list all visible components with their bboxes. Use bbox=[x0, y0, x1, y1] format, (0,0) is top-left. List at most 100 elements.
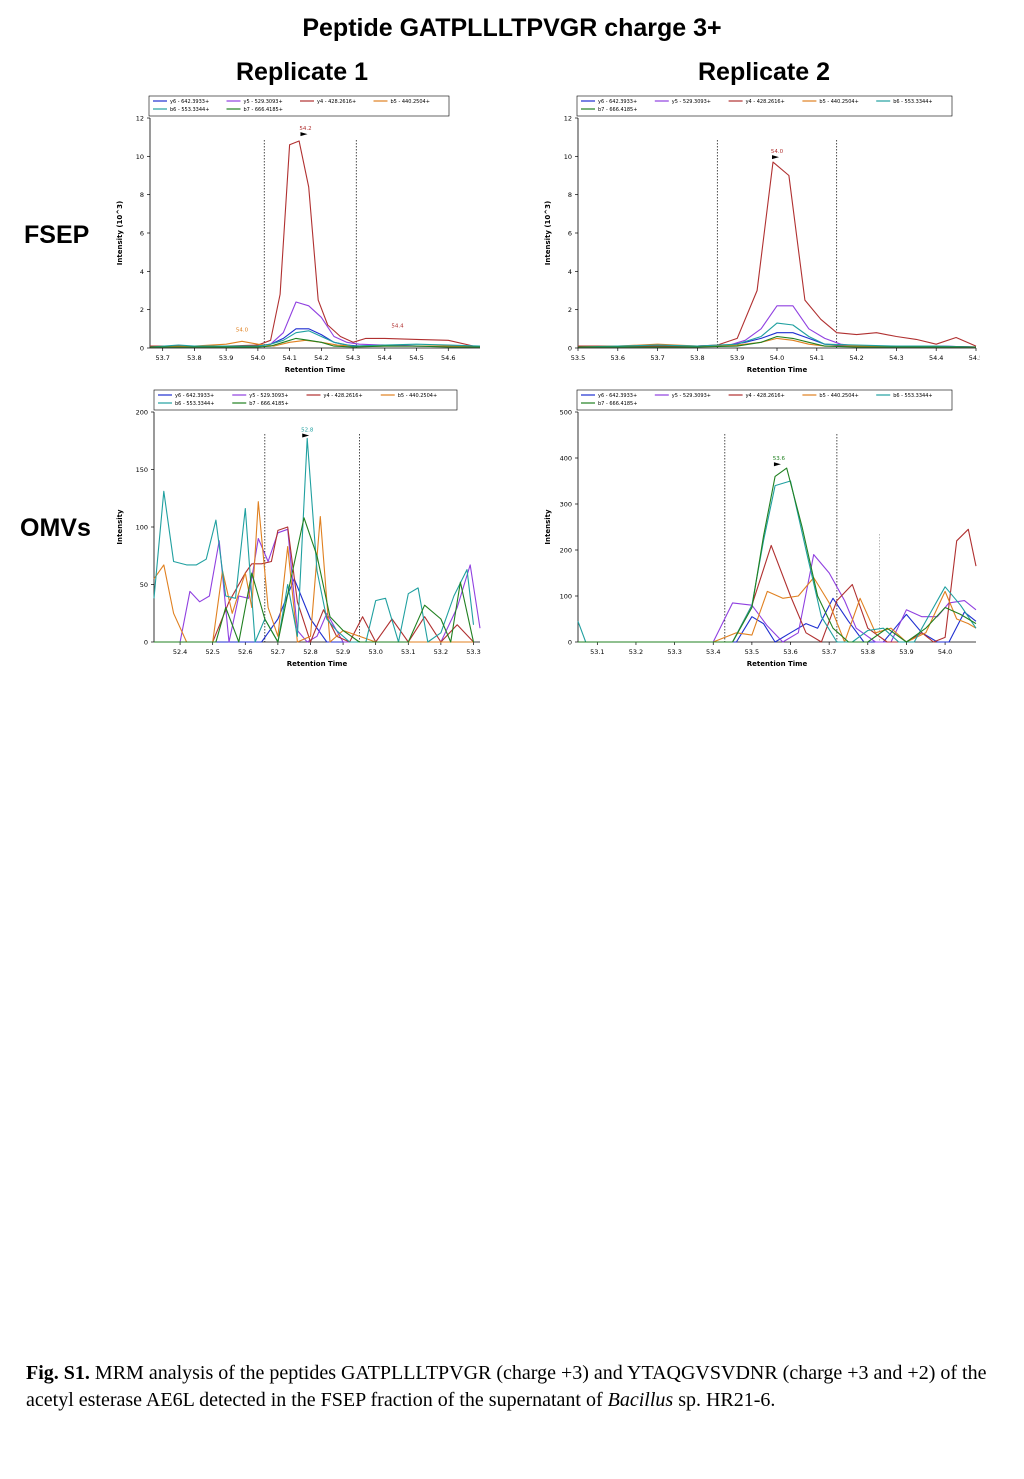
series-line bbox=[577, 322, 977, 348]
x-tick-label: 53.8 bbox=[187, 354, 201, 362]
column-title-replicate-2: Replicate 2 bbox=[697, 58, 830, 86]
legend-entry: y6 - 642.3933+ bbox=[175, 393, 214, 399]
y-axis-label: Intensity bbox=[544, 509, 552, 545]
x-tick-label: 53.6 bbox=[611, 354, 625, 362]
caption-lead: Fig. S1. bbox=[26, 1362, 90, 1384]
peak-marker bbox=[300, 132, 308, 137]
legend-entry: y6 - 642.3933+ bbox=[598, 99, 637, 105]
series-line bbox=[149, 330, 481, 348]
y-tick-label: 4 bbox=[140, 268, 144, 276]
series-line bbox=[578, 528, 977, 643]
x-tick-label: 53.0 bbox=[368, 648, 382, 656]
series-line bbox=[578, 554, 977, 643]
legend-entry: b7 - 666.4185+ bbox=[244, 107, 283, 113]
legend-entry: b5 - 440.2504+ bbox=[819, 393, 858, 399]
caption-text-end: sp. HR21-6. bbox=[673, 1389, 776, 1411]
x-tick-label: 54.0 bbox=[770, 354, 784, 362]
legend-entry: b7 - 666.4185+ bbox=[598, 401, 637, 407]
legend-box bbox=[576, 389, 953, 411]
legend-entry: b6 - 553.3344+ bbox=[175, 401, 214, 407]
chart-svg-fsep-replicate-1: 0 2 4 6 8 10 12 53.7 53.8 53.9 54.0 54.1 54.2 54.3 54.… bbox=[116, 95, 481, 374]
chart-fsep-replicate-1: 0 2 4 6 8 10 12 53.7 53.8 53.9 54.0 54.1 54.2 54.3 54.… bbox=[112, 92, 484, 385]
x-tick-label: 54.3 bbox=[889, 354, 903, 362]
x-tick-label: 54.3 bbox=[346, 354, 360, 362]
legend-entry: b7 - 666.4185+ bbox=[598, 107, 637, 113]
legend-entry: y4 - 428.2616+ bbox=[746, 99, 785, 105]
legend-entry: y4 - 428.2616+ bbox=[324, 393, 363, 399]
series-line bbox=[150, 140, 474, 347]
figure-title: Peptide GATPLLLTPVGR charge 3+ bbox=[302, 14, 722, 42]
x-tick-label: 53.3 bbox=[667, 648, 681, 656]
chart-fsep-replicate-2: 0 2 4 6 8 10 12 53.5 53.6 53.7 53.8 53.9 54.0 54.1 54.… bbox=[540, 92, 983, 385]
peak-annotation: 54.0 bbox=[236, 327, 249, 333]
series-line bbox=[150, 337, 480, 348]
y-tick-label: 100 bbox=[560, 593, 572, 601]
y-tick-label: 2 bbox=[140, 306, 144, 314]
y-tick-label: 150 bbox=[136, 466, 148, 474]
x-tick-label: 54.0 bbox=[251, 354, 265, 362]
legend-entry: b6 - 553.3344+ bbox=[170, 107, 209, 113]
x-tick-label: 52.5 bbox=[205, 648, 219, 656]
x-tick-label: 54.4 bbox=[929, 354, 943, 362]
y-axis-label: Intensity bbox=[116, 509, 124, 545]
caption-text: MRM analysis of the peptides GATPLLLTPVG… bbox=[26, 1362, 987, 1411]
y-tick-label: 500 bbox=[560, 409, 572, 417]
y-tick-label: 10 bbox=[564, 153, 572, 161]
peak-annotation: 54.2 bbox=[299, 126, 311, 132]
legend-entry: b5 - 440.2504+ bbox=[819, 99, 858, 105]
series-line bbox=[154, 526, 474, 643]
x-tick-label: 53.9 bbox=[899, 648, 913, 656]
x-tick-label: 52.8 bbox=[303, 648, 317, 656]
peak-annotation: 54.0 bbox=[771, 149, 784, 155]
figure-caption: Fig. S1. MRM analysis of the peptides GA… bbox=[26, 1360, 1016, 1414]
x-axis-label: Retention Time bbox=[285, 366, 346, 374]
y-tick-label: 8 bbox=[568, 191, 572, 199]
x-tick-label: 54.6 bbox=[441, 354, 455, 362]
column-title-replicate-1: Replicate 1 bbox=[235, 58, 368, 86]
peak-marker bbox=[773, 462, 781, 467]
series-line bbox=[578, 335, 976, 348]
x-tick-label: 53.9 bbox=[219, 354, 233, 362]
legend-entry: y4 - 428.2616+ bbox=[317, 99, 356, 105]
x-tick-label: 53.9 bbox=[730, 354, 744, 362]
x-axis-label: Retention Time bbox=[747, 366, 808, 374]
y-tick-label: 200 bbox=[560, 547, 572, 555]
x-tick-label: 53.7 bbox=[155, 354, 169, 362]
x-tick-label: 53.7 bbox=[650, 354, 664, 362]
legend-entry: y6 - 642.3933+ bbox=[170, 99, 209, 105]
y-tick-label: 400 bbox=[560, 455, 572, 463]
chart-omvs-replicate-1: 0 50 100 150 200 52.4 52.5 52.6 52.7 52.8 52.9 53.0… bbox=[112, 386, 484, 679]
caption-italic: Bacillus bbox=[607, 1389, 674, 1411]
x-tick-label: 53.5 bbox=[571, 354, 585, 362]
y-tick-label: 300 bbox=[560, 501, 572, 509]
y-tick-label: 100 bbox=[136, 524, 148, 532]
series-line bbox=[578, 161, 977, 347]
x-tick-label: 54.5 bbox=[409, 354, 423, 362]
x-tick-label: 54.2 bbox=[849, 354, 863, 362]
x-tick-label: 54.5 bbox=[969, 354, 980, 362]
series-line bbox=[578, 467, 977, 643]
x-tick-label: 53.2 bbox=[434, 648, 448, 656]
legend-entry: y5 - 529.3093+ bbox=[672, 393, 711, 399]
row-label-omvs: OMVs bbox=[20, 514, 91, 542]
x-tick-label: 54.0 bbox=[938, 648, 952, 656]
peak-marker bbox=[772, 155, 779, 160]
x-tick-label: 53.5 bbox=[745, 648, 759, 656]
y-tick-label: 10 bbox=[136, 153, 144, 161]
x-tick-label: 53.6 bbox=[783, 648, 797, 656]
y-axis-label: Intensity (10^3) bbox=[116, 201, 124, 265]
x-tick-label: 52.6 bbox=[238, 648, 252, 656]
legend-entry: b5 - 440.2504+ bbox=[391, 99, 430, 105]
y-tick-label: 6 bbox=[140, 230, 144, 238]
chart-svg-fsep-replicate-2: 0 2 4 6 8 10 12 53.5 53.6 53.7 53.8 53.9 54.0 54.1 54.… bbox=[544, 95, 983, 374]
x-tick-label: 53.2 bbox=[629, 648, 643, 656]
y-tick-label: 12 bbox=[136, 115, 144, 123]
y-tick-label: 200 bbox=[136, 409, 148, 417]
x-tick-label: 52.4 bbox=[173, 648, 187, 656]
x-tick-label: 53.8 bbox=[861, 648, 875, 656]
x-tick-label: 54.1 bbox=[282, 354, 296, 362]
peak-annotation: 53.6 bbox=[773, 456, 786, 462]
x-axis-label: Retention Time bbox=[747, 660, 808, 668]
legend-entry: y5 - 529.3093+ bbox=[244, 99, 283, 105]
x-tick-label: 53.7 bbox=[822, 648, 836, 656]
